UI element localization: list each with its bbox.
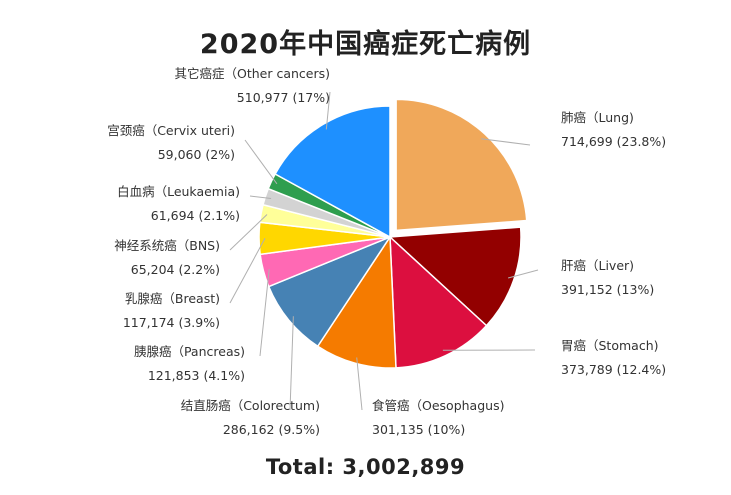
slice-value-label-7: 117,174 (3.9%) [123, 315, 220, 330]
slice-value-label-2: 391,152 (13%) [561, 282, 654, 297]
leader-line-10 [244, 139, 278, 185]
slice-value-label-11: 510,977 (17%) [237, 90, 330, 105]
slice-label-4: 食管癌（Oesophagus) [372, 398, 504, 413]
pie-slice-1 [395, 98, 528, 232]
slice-value-label-8: 65,204 (2.2%) [131, 262, 220, 277]
slice-value-label-9: 61,694 (2.1%) [151, 208, 240, 223]
slice-label-5: 结直肠癌（Colorectum) [181, 398, 320, 413]
leader-line-5 [289, 316, 294, 411]
pie-slice-5 [267, 235, 392, 348]
pie-slice-4 [316, 234, 397, 369]
slice-value-label-10: 59,060 (2%) [158, 147, 235, 162]
pie-slice-3 [389, 235, 488, 369]
leader-line-9 [249, 195, 272, 199]
leader-line-4 [356, 357, 363, 411]
leader-line-1 [481, 138, 531, 146]
slice-label-6: 胰腺癌（Pancreas) [134, 344, 245, 359]
slice-value-label-3: 373,789 (12.4%) [561, 362, 666, 377]
slice-label-11: 其它癌症（Other cancers) [174, 66, 330, 81]
leader-line-7 [229, 238, 266, 304]
leader-line-2 [507, 269, 539, 279]
slice-value-label-5: 286,162 (9.5%) [223, 422, 320, 437]
pie-slice-11 [274, 105, 391, 239]
slice-value-label-4: 301,135 (10%) [372, 422, 465, 437]
pie-slice-2 [388, 226, 522, 327]
slice-label-1: 肺癌（Lung) [561, 110, 634, 125]
total-label: Total: 3,002,899 [265, 455, 466, 479]
slice-label-8: 神经系统癌（BNS) [114, 238, 220, 253]
chart-title: 2020年中国癌症死亡病例 [199, 29, 532, 60]
slice-value-label-1: 714,699 (23.8%) [561, 134, 666, 149]
leader-line-6 [259, 269, 270, 357]
slice-label-3: 胃癌（Stomach) [561, 338, 659, 353]
slice-value-label-6: 121,853 (4.1%) [148, 368, 245, 383]
leader-line-8 [229, 214, 268, 251]
slice-label-7: 乳腺癌（Breast) [125, 291, 220, 306]
leader-line-11 [325, 91, 331, 130]
slice-label-9: 白血病（Leukaemia) [117, 184, 240, 199]
slice-label-2: 肝癌（Liver) [561, 258, 634, 273]
slice-label-10: 宫颈癌（Cervix uteri) [107, 123, 235, 138]
